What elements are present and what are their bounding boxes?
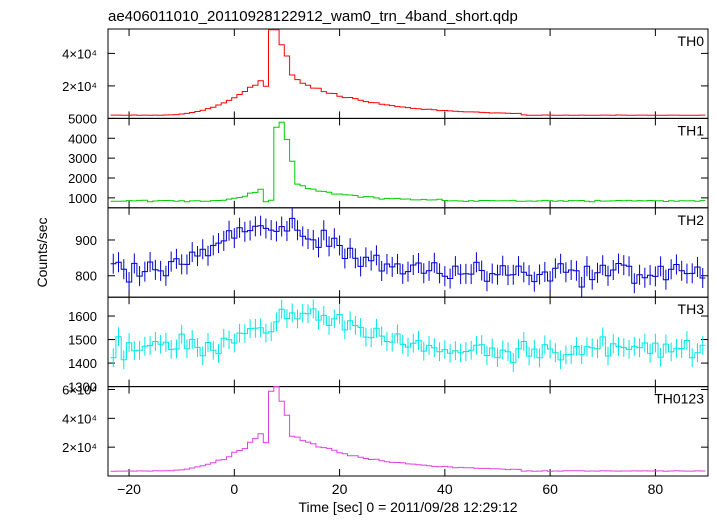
panel-th2-ytick-label: 800 bbox=[75, 269, 97, 284]
panel-th0123-ytick-label: 4×10⁴ bbox=[62, 411, 97, 426]
panel-th1-frame bbox=[107, 117, 709, 209]
panel-th0123-series bbox=[110, 386, 706, 472]
panel-th3-label: TH3 bbox=[678, 301, 705, 317]
panel-th0123-frame bbox=[107, 386, 709, 477]
y-axis-label: Counts/sec bbox=[34, 217, 50, 287]
panel-th3-ytick-label: 1400 bbox=[68, 356, 97, 371]
panel-th0-frame bbox=[107, 28, 709, 119]
x-tick-label: 0 bbox=[230, 481, 238, 497]
panel-th1-ytick-label: 2000 bbox=[68, 171, 97, 186]
panel-th1-label: TH1 bbox=[678, 122, 705, 138]
panel-th0-ytick-label: 2×10⁴ bbox=[62, 79, 97, 94]
panel-th0-label: TH0 bbox=[678, 33, 705, 49]
panel-th0123-ytick-label: 2×10⁴ bbox=[62, 440, 97, 455]
panel-th2-frame bbox=[107, 207, 709, 298]
panel-th2-label: TH2 bbox=[678, 212, 705, 228]
x-tick-label: −20 bbox=[117, 481, 141, 497]
panel-th0123-label: TH0123 bbox=[654, 391, 704, 407]
panel-th0123-ytick-label: 6×10⁴ bbox=[62, 382, 97, 397]
x-tick-label: 80 bbox=[648, 481, 664, 497]
panel-th1-ytick-label: 5000 bbox=[68, 111, 97, 126]
panel-th2-ytick-label: 900 bbox=[75, 233, 97, 248]
panel-th1-ytick-label: 3000 bbox=[68, 151, 97, 166]
panel-th1-series bbox=[110, 121, 706, 203]
x-tick-label: 40 bbox=[437, 481, 453, 497]
x-tick-label: 20 bbox=[332, 481, 348, 497]
x-axis-label: Time [sec] 0 = 2011/09/28 12:29:12 bbox=[298, 499, 517, 515]
panel-th1-ytick-label: 1000 bbox=[68, 191, 97, 206]
panel-th3-ytick-label: 1500 bbox=[68, 333, 97, 348]
panel-th3-ytick-label: 1300 bbox=[68, 380, 97, 395]
panel-th0-series bbox=[110, 29, 706, 116]
panel-th1-ytick-label: 4000 bbox=[68, 131, 97, 146]
chart-title: ae406011010_20110928122912_wam0_trn_4ban… bbox=[108, 8, 518, 25]
panel-th3-ytick-label: 1600 bbox=[68, 309, 97, 324]
panel-th0-ytick-label: 4×10⁴ bbox=[62, 46, 97, 61]
x-tick-label: 60 bbox=[542, 481, 558, 497]
